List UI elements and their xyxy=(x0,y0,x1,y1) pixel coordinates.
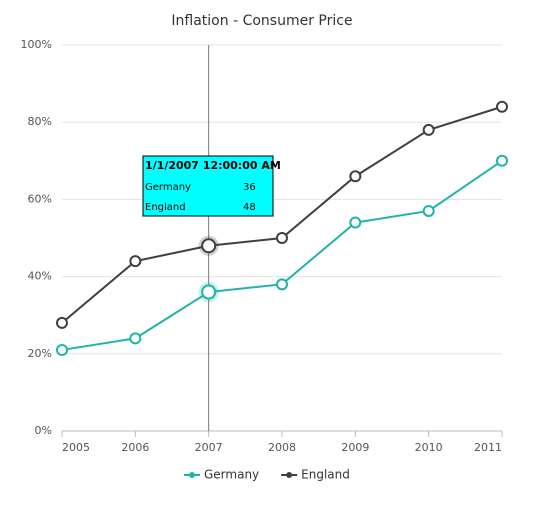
tooltip-value: 48 xyxy=(243,202,256,213)
marker xyxy=(496,154,508,167)
marker xyxy=(129,255,142,268)
marker xyxy=(129,332,142,345)
x-tick-label: 2007 xyxy=(195,441,223,454)
x-tick-label: 2010 xyxy=(415,441,443,454)
tooltip-value: 36 xyxy=(243,182,256,193)
marker xyxy=(276,232,288,244)
tooltip-box xyxy=(142,155,274,217)
marker xyxy=(422,204,435,217)
x-tick-label: 2006 xyxy=(121,441,149,454)
y-tick-label: 40% xyxy=(28,270,52,283)
marker xyxy=(349,216,362,229)
legend-marker xyxy=(286,472,293,478)
legend-label: Germany xyxy=(204,468,259,482)
y-tick-label: 0% xyxy=(35,424,52,437)
marker xyxy=(56,316,68,329)
y-tick-label: 100% xyxy=(21,38,52,51)
legend-label: England xyxy=(301,468,350,482)
marker xyxy=(496,100,508,113)
marker xyxy=(201,238,217,254)
tooltip: 1/1/2007 12:00:00 AM Germany 36 England 48 xyxy=(142,155,281,217)
tooltip-title: 1/1/2007 12:00:00 AM xyxy=(145,159,281,172)
marker xyxy=(422,123,435,136)
marker xyxy=(276,278,288,291)
marker xyxy=(201,284,217,300)
chart-title: Inflation - Consumer Price xyxy=(171,13,352,29)
x-tick-label: 2011 xyxy=(474,441,502,454)
legend-marker xyxy=(189,472,195,478)
series-line xyxy=(61,159,503,351)
series-line xyxy=(61,105,503,324)
marker xyxy=(349,170,362,183)
y-tick-label: 20% xyxy=(28,347,52,360)
tooltip-name: Germany xyxy=(145,182,191,193)
y-tick-label: 60% xyxy=(28,192,52,205)
x-tick-label: 2008 xyxy=(268,441,296,454)
x-tick-label: 2009 xyxy=(341,441,369,454)
tooltip-name: England xyxy=(145,202,186,213)
x-tick-label: 2005 xyxy=(62,441,90,454)
y-tick-label: 80% xyxy=(28,115,52,128)
marker xyxy=(56,343,68,356)
